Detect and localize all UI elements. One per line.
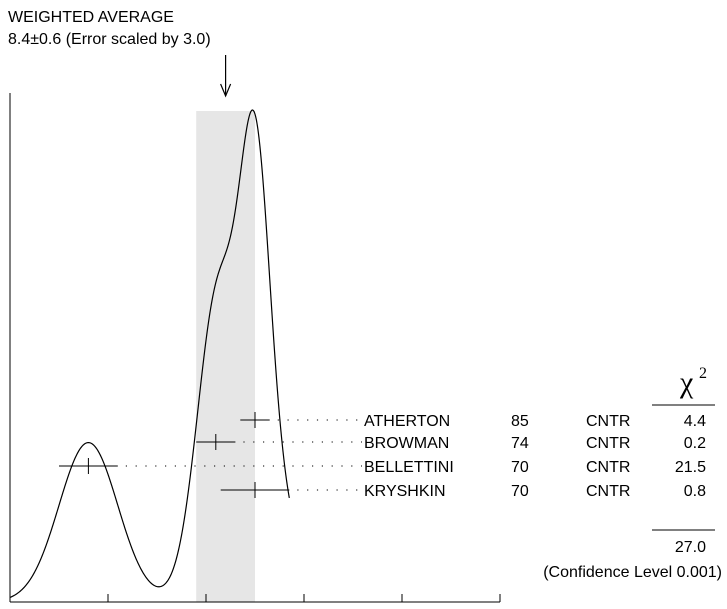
measurement-row: KRYSHKIN 70 CNTR 0.8 (220, 482, 706, 500)
chart-title-line2: 8.4±0.6 (Error scaled by 3.0) (8, 31, 211, 48)
measurement-chi2: 4.4 (684, 413, 706, 430)
chi2-exponent: 2 (699, 365, 707, 382)
weighted-average-arrow-head (220, 83, 232, 98)
chi2-total: 27.0 (675, 539, 706, 556)
measurement-row: BROWMAN 74 CNTR 0.2 (196, 434, 706, 452)
measurement-technique: CNTR (586, 459, 630, 476)
measurement-technique: CNTR (586, 413, 630, 430)
measurement-year: 85 (511, 413, 529, 430)
measurement-list: ATHERTON 85 CNTR 4.4 BROWMAN 74 CNTR 0.2 BELLETT… (59, 412, 706, 500)
chart-title-line1: WEIGHTED AVERAGE (8, 9, 174, 26)
measurement-chi2: 0.2 (684, 435, 706, 452)
ideogram-curve (9, 109, 290, 599)
x-axis-ticks (9, 594, 501, 602)
measurement-author: BELLETTINI (364, 459, 454, 476)
measurement-chi2: 0.8 (684, 483, 706, 500)
measurement-author: ATHERTON (364, 413, 450, 430)
chi2-symbol: χ (679, 366, 694, 399)
measurement-chi2: 21.5 (675, 459, 706, 476)
measurement-row: ATHERTON 85 CNTR 4.4 (240, 412, 706, 430)
measurement-row: BELLETTINI 70 CNTR 21.5 (59, 458, 706, 476)
confidence-level: (Confidence Level 0.001) (543, 564, 722, 581)
measurement-author: BROWMAN (364, 435, 449, 452)
measurement-year: 70 (511, 483, 529, 500)
measurement-year: 74 (511, 435, 529, 452)
measurement-technique: CNTR (586, 483, 630, 500)
measurement-technique: CNTR (586, 435, 630, 452)
measurement-author: KRYSHKIN (364, 483, 446, 500)
weighted-average-band (196, 111, 255, 602)
measurement-year: 70 (511, 459, 529, 476)
